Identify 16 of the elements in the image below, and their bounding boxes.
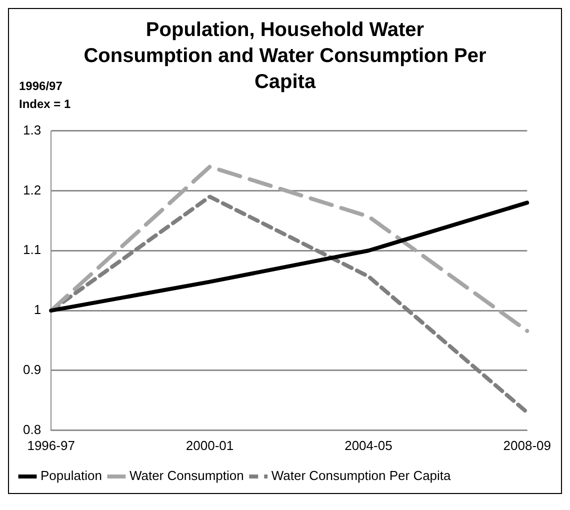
y-tick-label: 1.2 [22, 182, 42, 198]
line-series [49, 164, 530, 333]
x-tick-label: 2004-05 [344, 438, 392, 453]
y-axis-title: 1996/97 Index = 1 [19, 78, 72, 113]
legend-label: Population [40, 468, 102, 484]
legend-label: Water Consumption Per Capita [271, 468, 452, 484]
x-tick-label: 2000-01 [186, 438, 234, 453]
chart-title: Population, Household Water Consumption and Water Consumption Per Capita [84, 19, 486, 93]
y-tick-label: 0.9 [22, 362, 42, 378]
legend-label: Water Consumption [129, 468, 244, 484]
y-tick-label: 1.1 [22, 242, 42, 258]
y-tick-label: 1 [34, 302, 42, 318]
y-tick-label: 1.3 [22, 122, 42, 138]
y-tick-label: 0.8 [22, 422, 42, 437]
x-tick-label: 2008-09 [503, 438, 552, 453]
x-tick-label: 1996-97 [27, 438, 75, 453]
